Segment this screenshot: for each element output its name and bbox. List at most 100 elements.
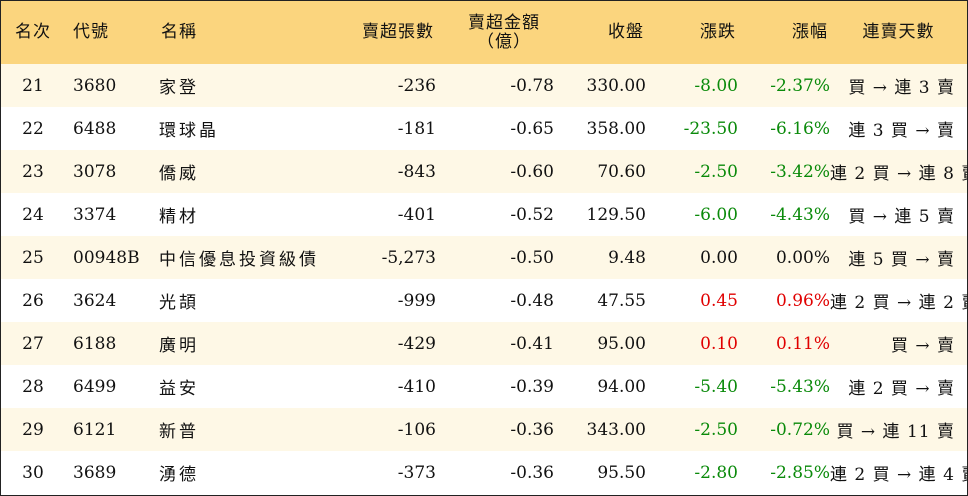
cell-close: 95.50 [597, 462, 646, 483]
cell-close: 9.48 [608, 247, 646, 268]
cell-name: 家登 [159, 78, 199, 98]
cell-change: 0.00 [700, 247, 738, 268]
cell-change-pct: -3.42% [770, 161, 830, 182]
cell-net-sell-volume: -106 [397, 419, 436, 440]
cell-code: 6499 [73, 376, 117, 397]
cell-net-sell-volume: -373 [397, 462, 436, 483]
cell-close: 47.55 [597, 290, 646, 311]
cell-change: -2.50 [694, 419, 738, 440]
cell-name: 環球晶 [159, 121, 219, 141]
cell-net-sell-volume: -410 [397, 376, 436, 397]
cell-net-sell-amount: -0.36 [510, 419, 554, 440]
header-net-sell-amount-line1: 賣超金額 [468, 12, 540, 33]
cell-net-sell-amount: -0.65 [510, 118, 554, 139]
cell-code: 3689 [73, 462, 117, 483]
cell-change: -2.50 [694, 161, 738, 182]
cell-change: -2.80 [694, 462, 738, 483]
cell-net-sell-amount: -0.36 [510, 462, 554, 483]
cell-change-pct: -5.43% [770, 376, 830, 397]
cell-change: 0.45 [700, 290, 738, 311]
header-change: 漲跌 [700, 22, 736, 42]
cell-close: 94.00 [597, 376, 646, 397]
header-net-sell-volume: 賣超張數 [362, 22, 434, 42]
cell-streak: 買 → 賣 [890, 336, 955, 356]
cell-name: 湧德 [159, 465, 199, 485]
cell-net-sell-volume: -999 [397, 290, 436, 311]
cell-rank: 28 [22, 376, 44, 397]
cell-net-sell-amount: -0.52 [510, 204, 554, 225]
cell-net-sell-volume: -181 [397, 118, 436, 139]
cell-net-sell-volume: -429 [397, 333, 436, 354]
cell-change-pct: -2.37% [770, 75, 830, 96]
cell-streak: 連 2 買 → 賣 [848, 379, 955, 399]
table-row: 26 3624 光頡 -999 -0.48 47.55 0.45 0.96% 連… [1, 279, 968, 322]
header-net-sell-amount: 賣超金額 （億） [436, 1, 554, 64]
cell-code: 6121 [73, 419, 117, 440]
cell-rank: 29 [22, 419, 44, 440]
cell-change: -23.50 [683, 118, 738, 139]
cell-code: 6188 [73, 333, 117, 354]
cell-streak: 連 2 買 → 連 8 賣 [830, 164, 968, 184]
header-name: 名稱 [161, 22, 197, 42]
cell-change-pct: 0.96% [775, 290, 830, 311]
cell-net-sell-amount: -0.60 [510, 161, 554, 182]
cell-rank: 26 [22, 290, 44, 311]
cell-close: 358.00 [586, 118, 646, 139]
cell-change-pct: -0.72% [770, 419, 830, 440]
cell-close: 343.00 [586, 419, 646, 440]
table-body: 21 3680 家登 -236 -0.78 330.00 -8.00 -2.37… [1, 64, 968, 494]
cell-streak: 買 → 連 3 賣 [848, 78, 955, 98]
cell-name: 廣明 [159, 336, 199, 356]
table-row: 29 6121 新普 -106 -0.36 343.00 -2.50 -0.72… [1, 408, 967, 451]
cell-net-sell-amount: -0.48 [510, 290, 554, 311]
cell-code: 00948B [73, 247, 140, 268]
cell-code: 6488 [73, 118, 117, 139]
cell-name: 益安 [159, 379, 199, 399]
cell-net-sell-volume: -401 [397, 204, 436, 225]
cell-close: 129.50 [586, 204, 646, 225]
cell-close: 70.60 [597, 161, 646, 182]
cell-name: 精材 [159, 207, 199, 227]
cell-rank: 30 [22, 462, 44, 483]
cell-change: -6.00 [694, 204, 738, 225]
cell-change: 0.10 [700, 333, 738, 354]
table-row: 24 3374 精材 -401 -0.52 129.50 -6.00 -4.43… [1, 193, 967, 236]
cell-change-pct: 0.11% [775, 333, 830, 354]
cell-code: 3374 [73, 204, 117, 225]
cell-change-pct: -4.43% [770, 204, 830, 225]
cell-rank: 21 [22, 75, 44, 96]
cell-close: 330.00 [586, 75, 646, 96]
cell-streak: 連 2 買 → 連 2 賣 [830, 293, 968, 313]
cell-rank: 23 [22, 161, 44, 182]
cell-change-pct: 0.00% [775, 247, 830, 268]
cell-streak: 買 → 連 11 賣 [836, 422, 955, 442]
cell-net-sell-amount: -0.78 [510, 75, 554, 96]
cell-streak: 連 2 買 → 連 4 賣 [830, 465, 968, 485]
cell-change: -5.40 [694, 376, 738, 397]
cell-rank: 27 [22, 333, 44, 354]
cell-streak: 買 → 連 5 賣 [848, 207, 955, 227]
cell-change-pct: -2.85% [770, 462, 830, 483]
cell-code: 3624 [73, 290, 117, 311]
header-change-pct: 漲幅 [792, 22, 828, 42]
cell-rank: 25 [22, 247, 44, 268]
cell-net-sell-amount: -0.41 [510, 333, 554, 354]
header-streak: 連賣天數 [862, 22, 935, 42]
cell-change-pct: -6.16% [770, 118, 830, 139]
cell-net-sell-volume: -236 [397, 75, 436, 96]
table-row: 22 6488 環球晶 -181 -0.65 358.00 -23.50 -6.… [1, 107, 967, 150]
header-close: 收盤 [608, 22, 644, 42]
cell-net-sell-volume: -843 [397, 161, 436, 182]
table-row: 25 00948B 中信優息投資級債 -5,273 -0.50 9.48 0.0… [1, 236, 967, 279]
header-net-sell-amount-unit: （億） [477, 31, 531, 52]
cell-net-sell-volume: -5,273 [381, 247, 436, 268]
cell-code: 3078 [73, 161, 117, 182]
cell-rank: 24 [22, 204, 44, 225]
header-code: 代號 [73, 22, 109, 42]
cell-change: -8.00 [694, 75, 738, 96]
table-row: 23 3078 僑威 -843 -0.60 70.60 -2.50 -3.42%… [1, 150, 968, 193]
cell-name: 新普 [159, 422, 199, 442]
cell-name: 中信優息投資級債 [159, 250, 319, 270]
